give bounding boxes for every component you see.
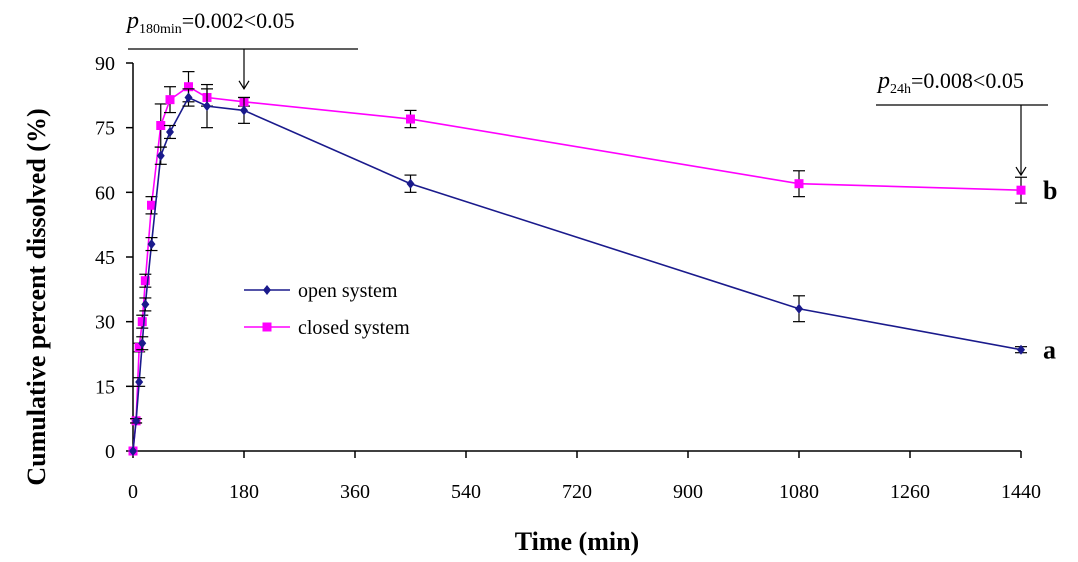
y-tick-label: 60 bbox=[95, 182, 115, 204]
x-tick-label: 720 bbox=[562, 481, 592, 503]
annotation-2: p24h=0.008<0.05 bbox=[876, 68, 1048, 177]
x-tick-label: 1260 bbox=[890, 481, 930, 503]
series-end-label: b bbox=[1043, 176, 1057, 205]
data-point bbox=[135, 377, 144, 388]
data-point bbox=[166, 126, 174, 137]
y-tick-label: 90 bbox=[95, 53, 115, 75]
series-line bbox=[132, 96, 1022, 452]
x-tick-label: 0 bbox=[128, 481, 138, 503]
data-point bbox=[147, 239, 156, 250]
data-point bbox=[406, 178, 415, 189]
data-point bbox=[147, 200, 156, 210]
annotation-arrow-head bbox=[1015, 166, 1027, 177]
data-point bbox=[140, 276, 150, 286]
x-tick-label: 1440 bbox=[1001, 481, 1041, 503]
data-point bbox=[203, 101, 211, 112]
series-open-system: a bbox=[129, 83, 1056, 456]
x-axis-title: Time (min) bbox=[515, 527, 639, 556]
annotation-arrow-head bbox=[238, 80, 250, 90]
legend-label: open system bbox=[298, 280, 398, 302]
x-tick-label: 360 bbox=[340, 481, 370, 503]
y-tick-label: 15 bbox=[95, 376, 115, 398]
data-point bbox=[132, 415, 141, 426]
annotation-text: p24h=0.008<0.05 bbox=[876, 68, 1024, 97]
y-axis-title: Cumulative percent dissolved (%) bbox=[22, 108, 51, 485]
data-point bbox=[156, 150, 165, 161]
data-point bbox=[138, 338, 147, 349]
data-point bbox=[795, 303, 803, 314]
y-tick-label: 45 bbox=[95, 247, 115, 269]
x-tick-label: 900 bbox=[673, 481, 703, 503]
y-tick-label: 0 bbox=[105, 441, 115, 463]
data-point bbox=[165, 95, 175, 105]
data-point bbox=[406, 114, 415, 124]
legend-marker bbox=[263, 285, 271, 295]
data-point bbox=[794, 179, 804, 189]
series-closed-system: b bbox=[128, 71, 1057, 456]
data-point bbox=[129, 446, 137, 456]
data-point bbox=[1017, 344, 1025, 355]
data-point bbox=[156, 121, 166, 131]
x-tick-label: 180 bbox=[229, 481, 259, 503]
annotation-1: p180min=0.002<0.05 bbox=[125, 8, 358, 90]
annotation-text: p180min=0.002<0.05 bbox=[125, 8, 295, 37]
data-point bbox=[184, 92, 193, 103]
data-point bbox=[141, 299, 150, 310]
data-point bbox=[134, 343, 144, 353]
legend-marker bbox=[262, 322, 272, 332]
y-tick-label: 75 bbox=[95, 118, 115, 140]
legend: open system closed system bbox=[244, 280, 410, 339]
x-tick-label: 540 bbox=[451, 481, 481, 503]
legend-label: closed system bbox=[298, 317, 410, 339]
data-point bbox=[137, 317, 147, 327]
series-line bbox=[132, 85, 1022, 452]
x-tick-label: 1080 bbox=[779, 481, 819, 503]
data-point bbox=[184, 82, 193, 92]
data-point bbox=[1016, 185, 1026, 195]
y-tick-label: 30 bbox=[95, 312, 115, 334]
y-axis-title-group: Cumulative percent dissolved (%) bbox=[22, 108, 51, 485]
series-end-label: a bbox=[1043, 336, 1056, 365]
data-point bbox=[240, 105, 248, 116]
